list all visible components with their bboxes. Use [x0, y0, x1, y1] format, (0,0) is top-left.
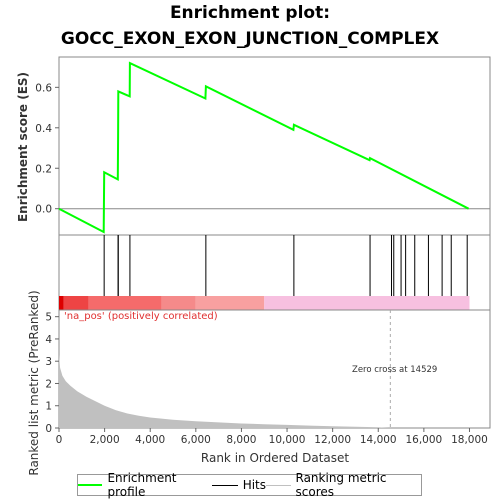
metric-y-tick-label: 5	[45, 312, 52, 324]
legend-label-hits: Hits	[242, 478, 267, 492]
legend-swatch-enrichment	[78, 484, 103, 486]
es-y-tick-label: 0.4	[35, 123, 52, 135]
es-y-tick-label: 0.0	[35, 204, 52, 216]
zero-cross-label: Zero cross at 14529	[352, 365, 437, 375]
x-axis: 0 2,000 4,000 6,000 8,000 10,000 12,000 14,000 1…	[56, 428, 488, 446]
es-y-tick-label: 0.6	[35, 82, 52, 94]
x-tick-label: 12,000	[314, 434, 351, 446]
es-panel: 0.0 0.2 0.4 0.6	[35, 56, 491, 236]
x-axis-label: Rank in Ordered Dataset	[201, 451, 349, 465]
legend-item-enrichment-profile: Enrichment profile	[78, 471, 212, 499]
color-bar-segment	[264, 296, 470, 310]
x-tick-label: 18,000	[451, 434, 488, 446]
chart-title-line1: Enrichment plot:	[169, 3, 331, 23]
es-panel-frame	[58, 56, 491, 236]
chart-title-line2: GOCC_EXON_EXON_JUNCTION_COMPLEX	[60, 29, 440, 49]
legend-item-ranking-metric: Ranking metric scores	[266, 471, 421, 499]
x-tick-label: 10,000	[269, 434, 306, 446]
color-bar-segment	[88, 296, 162, 310]
metric-y-tick-label: 3	[45, 356, 52, 368]
x-tick-label: 14,000	[360, 434, 397, 446]
es-y-tick-label: 0.2	[35, 163, 52, 175]
color-bar-segment	[59, 296, 64, 310]
legend-item-hits: Hits	[211, 478, 267, 492]
color-bar-segment	[195, 296, 265, 310]
metric-y-tick-label: 2	[45, 378, 52, 390]
x-tick-label: 8,000	[226, 434, 256, 446]
legend-swatch-hits	[211, 484, 238, 486]
metric-y-tick-label: 4	[45, 334, 52, 346]
legend: Enrichment profile Hits Ranking metric s…	[77, 471, 422, 499]
x-tick-label: 16,000	[405, 434, 442, 446]
x-tick-label: 4,000	[135, 434, 165, 446]
hits-panel	[58, 234, 491, 311]
enrichment-profile-line	[58, 61, 470, 234]
x-tick-label: 0	[56, 434, 63, 446]
positive-correlation-label: 'na_pos' (positively correlated)	[64, 311, 218, 322]
es-y-axis-label: Enrichment score (ES)	[16, 72, 30, 222]
x-tick-label: 6,000	[181, 434, 211, 446]
metric-y-tick-label: 1	[45, 401, 52, 413]
legend-label-enrichment: Enrichment profile	[107, 471, 177, 499]
x-tick-label: 2,000	[90, 434, 120, 446]
metric-y-tick-label: 0	[45, 423, 52, 435]
metric-panel: 0 1 2 3 4 5	[45, 309, 491, 435]
ranking-metric-area	[59, 354, 391, 428]
color-bar-segment	[161, 296, 196, 310]
metric-y-axis-label: Ranked list metric (PreRanked)	[27, 290, 41, 475]
legend-swatch-ranking	[266, 484, 291, 486]
color-bar-segment	[63, 296, 89, 310]
metric-panel-frame	[58, 309, 491, 429]
legend-label-ranking: Ranking metric scores	[295, 471, 387, 499]
